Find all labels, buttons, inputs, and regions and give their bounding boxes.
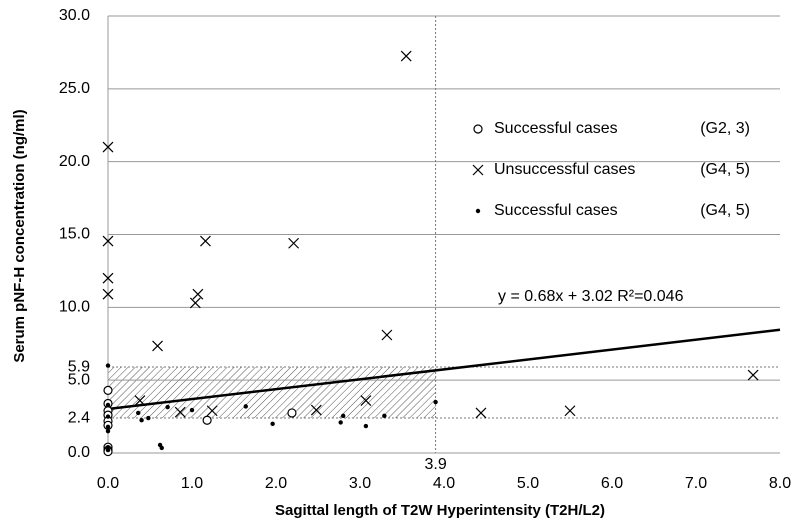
y-axis-title: Serum pNF-H concentration (ng/ml) — [11, 109, 28, 362]
reference-label: 2.4 — [68, 409, 90, 426]
point-stroke — [360, 395, 372, 406]
point — [105, 363, 111, 368]
point-stroke — [472, 164, 484, 176]
trendline-label: y = 0.68x + 3.02 R²=0.046 — [498, 288, 684, 305]
point — [400, 50, 412, 62]
point — [102, 272, 114, 284]
point-stroke — [206, 405, 218, 417]
x-tick-label: 8.0 — [769, 475, 791, 492]
point — [146, 415, 151, 421]
point — [382, 413, 387, 419]
point-stroke — [564, 405, 576, 417]
point — [102, 288, 114, 300]
point — [564, 405, 576, 417]
point — [159, 445, 164, 451]
point — [105, 447, 111, 453]
point — [136, 410, 141, 416]
point — [105, 402, 111, 408]
point-stroke — [134, 395, 146, 406]
point — [105, 414, 111, 419]
point-stroke — [102, 141, 114, 153]
point — [310, 404, 322, 416]
point — [103, 385, 113, 395]
trendline — [107, 328, 781, 411]
x-tick-label: 0.0 — [97, 475, 119, 492]
x-tick-label: 5.0 — [517, 475, 539, 492]
point — [139, 418, 144, 423]
point — [243, 404, 248, 409]
point — [174, 406, 186, 418]
legend-marker — [473, 124, 483, 134]
legend-label: Successful cases — [494, 202, 618, 219]
y-tick-label: 30.0 — [59, 7, 90, 24]
y-tick-label: 0.0 — [68, 444, 90, 461]
point — [287, 408, 297, 418]
x-tick-label: 4.0 — [433, 475, 455, 492]
point-stroke — [310, 404, 322, 416]
y-tick-label: 25.0 — [59, 80, 90, 97]
point — [200, 235, 211, 247]
point — [338, 420, 343, 425]
point-stroke — [192, 288, 204, 300]
point-stroke — [381, 329, 393, 341]
point — [381, 329, 393, 341]
x-tick-label: 1.0 — [181, 475, 203, 492]
point — [202, 415, 212, 425]
point — [360, 395, 372, 406]
x-tick-label: 7.0 — [685, 475, 707, 492]
legend-group: (G4, 5) — [700, 161, 750, 178]
point-stroke — [102, 288, 114, 300]
x-tick-label: 3.0 — [349, 475, 371, 492]
point-stroke — [288, 237, 300, 249]
point-stroke — [747, 369, 759, 381]
y-tick-label: 5.0 — [68, 371, 90, 388]
legend-label: Successful cases — [494, 120, 618, 137]
point-stroke — [200, 235, 211, 247]
point — [189, 297, 201, 309]
reference-label: 3.9 — [424, 456, 446, 473]
point-stroke — [475, 407, 487, 419]
x-tick-label: 2.0 — [265, 475, 287, 492]
point — [134, 395, 146, 406]
shaded-region — [108, 367, 436, 419]
point — [152, 340, 163, 352]
y-tick-label: 20.0 — [59, 153, 90, 170]
point — [102, 141, 114, 153]
legend-label: Unsuccessful cases — [494, 161, 635, 178]
legend-group: (G2, 3) — [700, 120, 750, 137]
point — [288, 237, 300, 249]
point — [189, 407, 195, 413]
legend-marker — [475, 208, 481, 214]
point — [363, 423, 369, 429]
point — [206, 405, 218, 417]
point-stroke — [152, 340, 163, 352]
point-stroke — [189, 297, 201, 309]
point — [105, 428, 111, 434]
legend-group: (G4, 5) — [700, 202, 750, 219]
point — [433, 399, 438, 405]
point — [475, 407, 487, 419]
point — [270, 421, 275, 427]
legend-marker — [472, 164, 484, 176]
point-stroke — [400, 50, 412, 62]
point-stroke — [174, 406, 186, 418]
x-axis-title: Sagittal length of T2W Hyperintensity (T… — [275, 502, 605, 519]
y-tick-label: 15.0 — [59, 226, 90, 243]
point — [341, 413, 346, 419]
point-stroke — [102, 235, 114, 247]
point — [165, 404, 170, 410]
point — [192, 288, 204, 300]
x-tick-label: 6.0 — [601, 475, 623, 492]
reference-label: 5.9 — [68, 358, 90, 375]
point-stroke — [102, 272, 114, 284]
point — [105, 424, 111, 429]
point — [102, 235, 114, 247]
y-tick-label: 10.0 — [59, 299, 90, 316]
point — [747, 369, 759, 381]
